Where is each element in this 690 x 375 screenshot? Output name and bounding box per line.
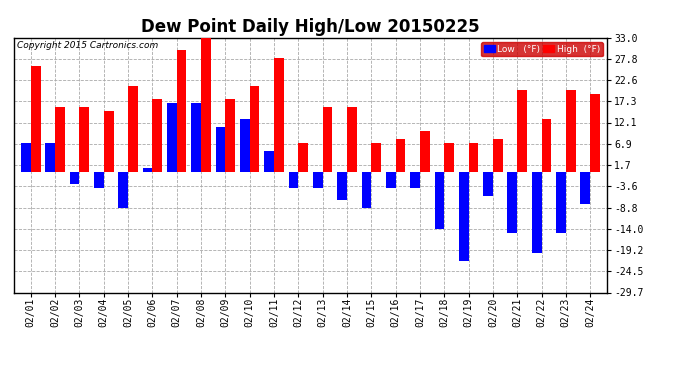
Bar [128, 86, 138, 172]
Legend: Low   (°F), High  (°F): Low (°F), High (°F) [481, 42, 602, 56]
Bar [152, 99, 162, 172]
Bar [444, 143, 454, 172]
Bar [532, 172, 542, 253]
Bar [274, 58, 284, 172]
Bar [337, 172, 347, 200]
Bar [55, 106, 65, 172]
Bar [435, 172, 444, 229]
Bar [580, 172, 590, 204]
Bar [556, 172, 566, 233]
Bar [104, 111, 114, 172]
Bar [323, 106, 333, 172]
Bar [395, 139, 405, 172]
Bar [119, 172, 128, 208]
Bar [386, 172, 395, 188]
Bar [31, 66, 41, 172]
Bar [542, 119, 551, 172]
Bar [371, 143, 381, 172]
Bar [216, 127, 226, 172]
Bar [264, 152, 274, 172]
Bar [411, 172, 420, 188]
Bar [191, 103, 201, 172]
Bar [590, 94, 600, 172]
Bar [362, 172, 371, 208]
Bar [240, 119, 250, 172]
Title: Dew Point Daily High/Low 20150225: Dew Point Daily High/Low 20150225 [141, 18, 480, 36]
Bar [298, 143, 308, 172]
Bar [94, 172, 104, 188]
Bar [226, 99, 235, 172]
Bar [459, 172, 469, 261]
Bar [420, 131, 430, 172]
Bar [288, 172, 298, 188]
Bar [518, 90, 527, 172]
Text: Copyright 2015 Cartronics.com: Copyright 2015 Cartronics.com [17, 41, 158, 50]
Bar [143, 168, 152, 172]
Bar [46, 143, 55, 172]
Bar [347, 106, 357, 172]
Bar [507, 172, 518, 233]
Bar [177, 50, 186, 172]
Bar [79, 106, 89, 172]
Bar [70, 172, 79, 184]
Bar [469, 143, 478, 172]
Bar [201, 38, 210, 172]
Bar [250, 86, 259, 172]
Bar [167, 103, 177, 172]
Bar [566, 90, 575, 172]
Bar [21, 143, 31, 172]
Bar [313, 172, 323, 188]
Bar [493, 139, 502, 172]
Bar [483, 172, 493, 196]
